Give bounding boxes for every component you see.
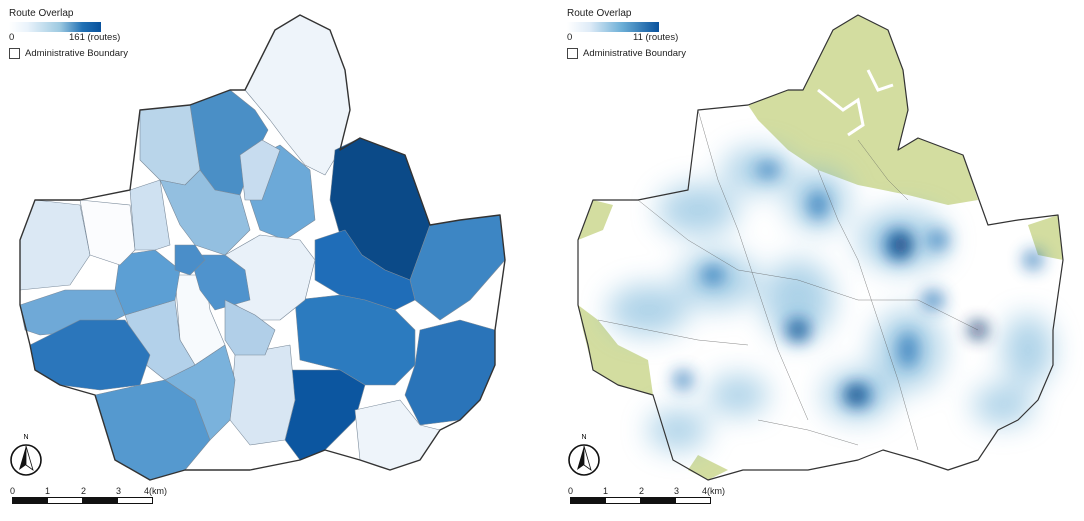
- scale-segment: [570, 497, 606, 504]
- district-center-east: [314, 229, 416, 311]
- color-ramp: [9, 22, 101, 32]
- district-south-dark: [284, 369, 366, 461]
- ramp-max-label: 11 (routes): [633, 32, 679, 43]
- district-west-3: [129, 179, 171, 251]
- green-area-north: [748, 15, 978, 205]
- legend-title: Route Overlap: [567, 8, 632, 19]
- boundary-swatch: [567, 48, 578, 59]
- heatmap-map-panel: Route Overlap 0 11 (routes) Administrati…: [558, 0, 1084, 521]
- scale-tick: 1: [603, 486, 609, 496]
- north-label: N: [581, 434, 586, 441]
- scale-tick: 4(km): [702, 486, 725, 496]
- choropleth-map: [19, 14, 506, 481]
- city-outer-boundary: [577, 14, 1064, 481]
- scale-segment: [605, 497, 641, 504]
- scale-tick: 3: [674, 486, 680, 496]
- map-legend: Route Overlap 0 161 (routes) Administrat…: [9, 8, 149, 59]
- district-northeast-small: [239, 139, 281, 201]
- scale-tick: 2: [639, 486, 645, 496]
- district-west-upper: [139, 104, 201, 186]
- green-area-east: [1028, 215, 1063, 260]
- north-label: N: [23, 434, 28, 441]
- district-center-small: [224, 299, 276, 356]
- district-center-north: [159, 169, 251, 256]
- legend-title: Route Overlap: [9, 8, 74, 19]
- boundary-label: Administrative Boundary: [25, 48, 128, 59]
- ramp-min-label: 0: [567, 32, 573, 43]
- district-center-south: [294, 294, 416, 386]
- scale-tick: 4(km): [144, 486, 167, 496]
- green-area-west: [578, 305, 653, 395]
- ramp-min-label: 0: [9, 32, 15, 43]
- color-ramp: [567, 22, 659, 32]
- city-outer-boundary: [19, 14, 506, 481]
- district-center-blue-2: [174, 244, 206, 276]
- north-arrow-icon: N: [10, 434, 42, 476]
- map-legend: Route Overlap 0 11 (routes) Administrati…: [567, 8, 707, 59]
- river-lines: [817, 69, 894, 137]
- scale-bar: 0 1 2 3 4(km): [10, 486, 170, 516]
- scale-segment: [47, 497, 83, 504]
- heatmap-map: [577, 14, 1064, 481]
- scale-tick: 0: [568, 486, 574, 496]
- scale-tick: 0: [10, 486, 16, 496]
- choropleth-map-panel: Route Overlap 0 161 (routes) Administrat…: [9, 8, 506, 516]
- scale-tick: 1: [45, 486, 51, 496]
- green-area-far-west: [578, 200, 613, 240]
- north-arrow-icon: N: [568, 434, 600, 476]
- scale-segment: [675, 497, 711, 504]
- district-center-blue: [189, 254, 251, 311]
- scale-segment: [12, 497, 48, 504]
- scale-bar: 0 1 2 3 4(km): [568, 486, 728, 516]
- scale-segment: [82, 497, 118, 504]
- scale-segment: [640, 497, 676, 504]
- scale-segment: [117, 497, 153, 504]
- district-south-pale: [229, 344, 296, 446]
- district-west-2: [79, 199, 136, 266]
- ramp-max-label: 161 (routes): [69, 32, 121, 43]
- boundary-label: Administrative Boundary: [583, 48, 686, 59]
- district-south-center-pale: [164, 344, 236, 441]
- boundary-swatch: [9, 48, 20, 59]
- scale-tick: 2: [81, 486, 87, 496]
- district-east-lower: [404, 319, 496, 426]
- scale-tick: 3: [116, 486, 122, 496]
